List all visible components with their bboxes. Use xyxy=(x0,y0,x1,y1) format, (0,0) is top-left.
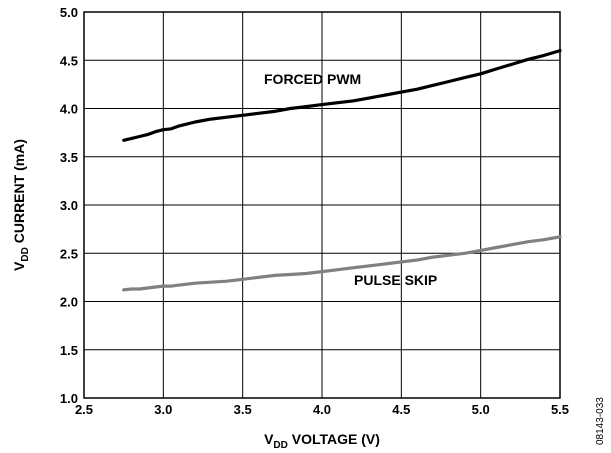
x-tick-label: 5.0 xyxy=(472,402,490,417)
series-layer xyxy=(122,49,562,292)
y-tick-label: 4.5 xyxy=(60,53,78,68)
x-tick-label: 4.5 xyxy=(392,402,410,417)
x-axis-label: VDD VOLTAGE (V) xyxy=(264,431,380,451)
x-tick-labels: 2.5 3.0 3.5 4.0 4.5 5.0 5.5 xyxy=(75,402,569,417)
y-tick-label: 1.0 xyxy=(60,391,78,406)
y-tick-labels: 1.0 1.5 2.0 2.5 3.0 3.5 4.0 4.5 5.0 xyxy=(60,5,78,406)
figure-id: 08143-033 xyxy=(595,397,606,445)
series-line-forced-pwm xyxy=(122,49,562,142)
y-tick-label: 3.0 xyxy=(60,198,78,213)
y-tick-label: 4.0 xyxy=(60,102,78,117)
annotation-forced-pwm: FORCED PWM xyxy=(264,71,361,87)
y-tick-label: 5.0 xyxy=(60,5,78,20)
x-tick-label: 5.5 xyxy=(551,402,569,417)
series-line-pulse-skip xyxy=(122,235,562,292)
y-tick-label: 3.5 xyxy=(60,150,78,165)
x-tick-label: 3.0 xyxy=(154,402,172,417)
y-tick-label: 2.5 xyxy=(60,246,78,261)
y-tick-label: 2.0 xyxy=(60,295,78,310)
x-tick-label: 2.5 xyxy=(75,402,93,417)
x-tick-label: 3.5 xyxy=(234,402,252,417)
y-axis-label: VDD CURRENT (mA) xyxy=(11,139,31,271)
annotation-pulse-skip: PULSE SKIP xyxy=(354,272,437,288)
x-tick-label: 4.0 xyxy=(313,402,331,417)
grid xyxy=(83,11,561,399)
plot-frame xyxy=(83,11,561,399)
y-tick-label: 1.5 xyxy=(60,343,78,358)
